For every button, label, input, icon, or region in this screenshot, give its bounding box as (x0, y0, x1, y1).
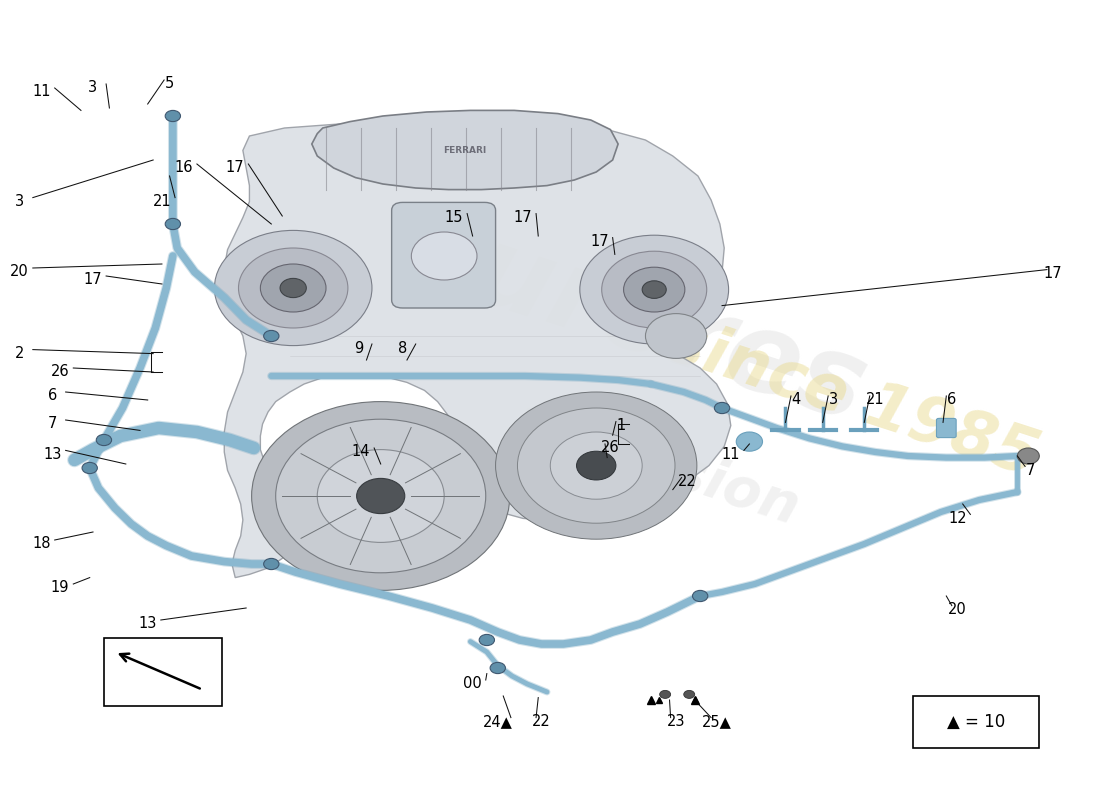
Text: 17: 17 (84, 273, 102, 287)
Text: 13: 13 (139, 617, 157, 631)
Bar (913, 696, 1040, 748)
Circle shape (580, 235, 728, 344)
Circle shape (264, 330, 279, 342)
Text: 13: 13 (43, 447, 62, 462)
Text: 18: 18 (32, 537, 51, 551)
Polygon shape (224, 120, 730, 578)
Text: since 1985: since 1985 (660, 310, 1047, 490)
Polygon shape (311, 110, 618, 190)
Circle shape (693, 590, 707, 602)
Text: 21: 21 (866, 393, 884, 407)
Text: 17: 17 (591, 234, 608, 249)
Circle shape (646, 314, 706, 358)
Text: 00: 00 (463, 677, 482, 691)
Text: a passion: a passion (507, 393, 806, 535)
Circle shape (261, 264, 326, 312)
Circle shape (252, 402, 509, 590)
Circle shape (1018, 448, 1040, 464)
Circle shape (602, 251, 706, 328)
Circle shape (214, 230, 372, 346)
Circle shape (264, 558, 279, 570)
Text: 1: 1 (617, 418, 626, 433)
Circle shape (517, 408, 675, 523)
Text: ▲ = 10: ▲ = 10 (947, 713, 1005, 731)
Text: 19: 19 (51, 581, 69, 595)
Circle shape (624, 267, 685, 312)
Circle shape (642, 281, 667, 298)
Text: 21: 21 (153, 194, 172, 209)
Circle shape (714, 402, 729, 414)
Text: FERRARI: FERRARI (443, 146, 486, 155)
Circle shape (280, 278, 306, 298)
Text: 23: 23 (667, 714, 685, 729)
Circle shape (496, 392, 697, 539)
Circle shape (411, 232, 477, 280)
Circle shape (736, 432, 762, 451)
Text: 17: 17 (514, 210, 532, 225)
Text: 6: 6 (947, 393, 956, 407)
Circle shape (97, 434, 111, 446)
Circle shape (576, 451, 616, 480)
Circle shape (356, 478, 405, 514)
Text: 4: 4 (792, 393, 801, 407)
Circle shape (317, 450, 444, 542)
Text: 24▲: 24▲ (483, 714, 513, 729)
Circle shape (165, 110, 180, 122)
Text: 20: 20 (948, 602, 967, 617)
Text: 5: 5 (165, 77, 174, 91)
Circle shape (239, 248, 348, 328)
Circle shape (276, 419, 486, 573)
Text: 17: 17 (1043, 266, 1062, 281)
Text: 16: 16 (175, 161, 192, 175)
Text: 11: 11 (32, 85, 51, 99)
Text: 14: 14 (352, 445, 371, 459)
Text: 2: 2 (15, 346, 24, 361)
Text: 6: 6 (48, 389, 57, 403)
Text: 7: 7 (47, 417, 57, 431)
FancyBboxPatch shape (392, 202, 496, 308)
Circle shape (82, 462, 98, 474)
Text: 20: 20 (10, 265, 29, 279)
Text: 3: 3 (88, 81, 98, 95)
Text: 12: 12 (948, 511, 967, 526)
Text: eurores: eurores (388, 194, 880, 446)
Circle shape (660, 690, 671, 698)
Text: 8: 8 (398, 341, 407, 355)
Circle shape (550, 432, 642, 499)
Text: 9: 9 (354, 341, 363, 355)
Text: 25▲: 25▲ (702, 714, 732, 729)
Bar (103, 638, 222, 706)
Text: 26: 26 (51, 365, 69, 379)
FancyBboxPatch shape (936, 418, 956, 438)
Circle shape (165, 218, 180, 230)
Text: 22: 22 (678, 474, 696, 489)
Text: 15: 15 (444, 210, 463, 225)
Circle shape (480, 634, 495, 646)
Text: 7: 7 (1026, 463, 1035, 478)
Text: 22: 22 (532, 714, 551, 729)
Text: 11: 11 (722, 447, 740, 462)
Text: 3: 3 (15, 194, 24, 209)
Circle shape (684, 690, 695, 698)
Circle shape (491, 662, 505, 674)
Text: 17: 17 (226, 161, 244, 175)
Text: 26: 26 (601, 441, 619, 455)
Text: 3: 3 (829, 393, 838, 407)
